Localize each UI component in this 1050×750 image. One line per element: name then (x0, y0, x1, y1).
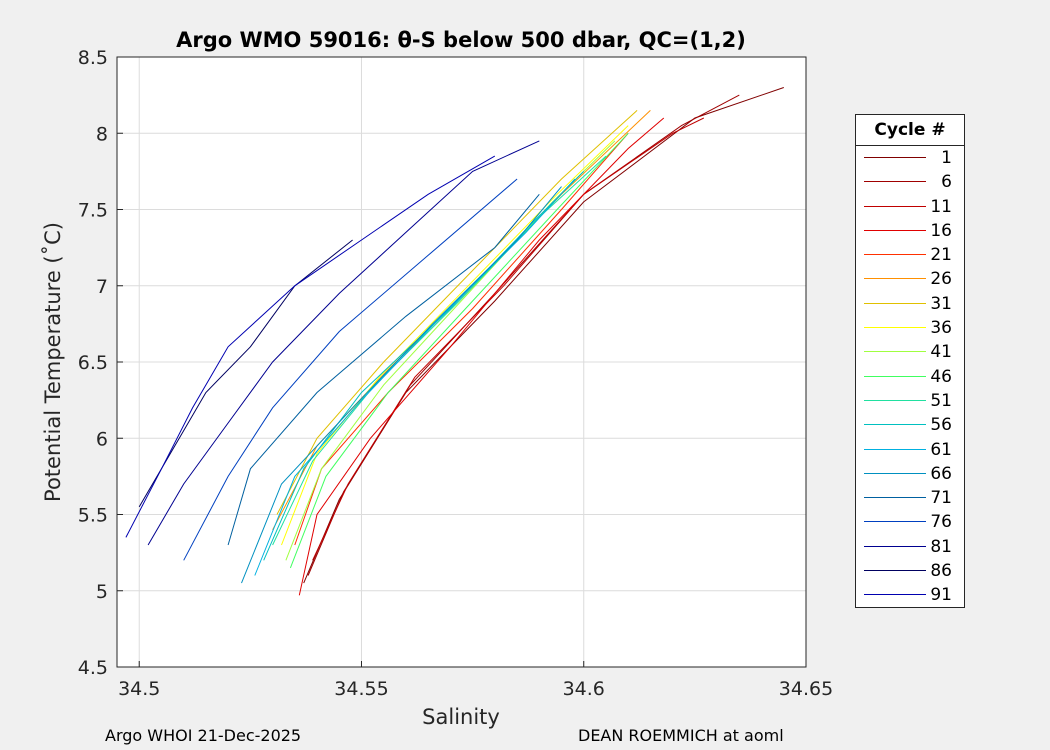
legend-swatch (864, 521, 926, 523)
x-tick-label: 34.5 (118, 678, 160, 700)
legend-swatch (864, 254, 926, 256)
y-tick-label: 5 (96, 581, 108, 603)
series-line-cycle-56 (263, 171, 585, 561)
footer-left: Argo WHOI 21-Dec-2025 (105, 726, 302, 745)
series-line-cycle-86 (138, 239, 353, 508)
x-axis-label: Salinity (422, 705, 500, 729)
y-tick-label: 6 (96, 428, 108, 450)
legend-swatch (864, 497, 926, 499)
legend-entry: 1 (856, 146, 964, 170)
x-tick-label: 34.55 (334, 678, 388, 700)
legend-entry: 6 (856, 170, 964, 194)
series-line-cycle-11 (312, 117, 705, 561)
series-line-cycle-76 (183, 178, 518, 561)
legend-swatch (864, 181, 926, 183)
legend-swatch (864, 205, 926, 207)
legend-label: 56 (930, 415, 952, 436)
y-tick-label: 4.5 (78, 657, 108, 679)
legend-label: 1 (941, 148, 952, 168)
legend-entry: 26 (856, 267, 964, 291)
legend-entry: 71 (856, 486, 964, 510)
legend-label: 41 (930, 342, 952, 363)
legend-swatch (864, 229, 926, 231)
y-tick-label: 8 (96, 123, 108, 145)
legend-swatch (864, 424, 926, 426)
legend-label: 16 (930, 220, 952, 241)
y-tick-label: 7.5 (78, 200, 108, 222)
chart-title: Argo WMO 59016: θ-S below 500 dbar, QC=(… (176, 28, 746, 52)
legend-swatch (864, 594, 926, 596)
legend-label: 51 (930, 390, 952, 411)
series-line-cycle-16 (298, 117, 665, 596)
y-tick-label: 5.5 (78, 505, 108, 527)
legend-label: 6 (941, 172, 952, 193)
y-axis-label: Potential Temperature (˚C) (41, 222, 65, 502)
legend-entry: 86 (856, 559, 964, 583)
legend-label: 11 (930, 196, 952, 217)
y-tick-label: 7 (96, 276, 108, 298)
legend-swatch (864, 399, 926, 401)
legend-entry: 56 (856, 413, 964, 437)
series-line-cycle-91 (125, 155, 496, 538)
tick-labels: 34.5 34.55 34.6 34.65 4.5 5 5.5 6 6.5 7 7.5 8 8.5 (78, 47, 833, 700)
legend: Cycle # 1 6 11 16 21 26 31 36 41 46 51 56 61 66 71 76 81… (855, 114, 965, 608)
data-lines (125, 87, 784, 596)
legend-entry: 91 (856, 583, 964, 607)
x-tick-label: 34.65 (779, 678, 833, 700)
legend-swatch (864, 327, 926, 329)
legend-entry: 46 (856, 365, 964, 389)
legend-entry: 51 (856, 389, 964, 413)
series-line-cycle-36 (281, 125, 629, 546)
legend-label: 71 (930, 488, 952, 509)
legend-entry: 76 (856, 510, 964, 534)
legend-entry: 81 (856, 535, 964, 559)
series-line-cycle-61 (254, 178, 576, 576)
legend-label: 26 (930, 269, 952, 290)
legend-entry: 31 (856, 292, 964, 316)
series-line-cycle-81 (147, 140, 540, 546)
legend-entry: 16 (856, 219, 964, 243)
legend-entry: 36 (856, 316, 964, 340)
legend-label: 81 (930, 536, 952, 557)
legend-label: 36 (930, 318, 952, 339)
legend-label: 31 (930, 293, 952, 314)
legend-swatch (864, 302, 926, 304)
legend-swatch (864, 570, 926, 572)
legend-entry: 41 (856, 340, 964, 364)
legend-label: 66 (930, 463, 952, 484)
legend-swatch (864, 351, 926, 353)
legend-entry: 66 (856, 462, 964, 486)
legend-swatch (864, 375, 926, 377)
y-tick-label: 8.5 (78, 47, 108, 69)
y-tick-label: 6.5 (78, 352, 108, 374)
footer-right: DEAN ROEMMICH at aoml (578, 726, 784, 745)
legend-label: 91 (930, 585, 952, 606)
legend-swatch (864, 157, 926, 158)
legend-swatch (864, 545, 926, 547)
legend-entry: 61 (856, 438, 964, 462)
series-line-cycle-46 (289, 132, 629, 569)
legend-label: 86 (930, 561, 952, 582)
legend-label: 61 (930, 439, 952, 460)
x-tick-label: 34.6 (563, 678, 605, 700)
legend-label: 46 (930, 366, 952, 387)
legend-swatch (864, 472, 926, 474)
legend-swatch (864, 448, 926, 450)
series-line-cycle-51 (272, 155, 607, 546)
legend-entry: 21 (856, 243, 964, 267)
series-line-cycle-66 (241, 186, 562, 584)
legend-label: 76 (930, 512, 952, 533)
series-line-cycle-71 (227, 193, 540, 546)
series-line-cycle-31 (276, 110, 638, 515)
legend-swatch (864, 278, 926, 280)
legend-label: 21 (930, 245, 952, 266)
legend-entry: 11 (856, 195, 964, 219)
legend-title: Cycle # (856, 115, 964, 146)
